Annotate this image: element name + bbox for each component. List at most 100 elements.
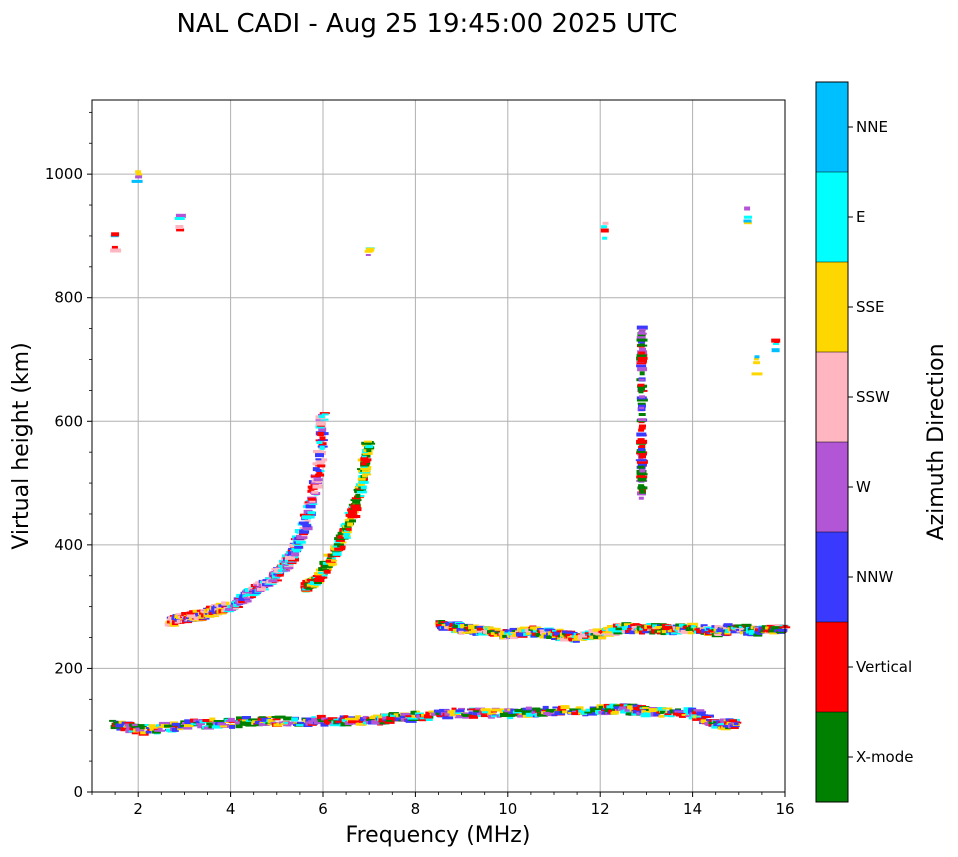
- echo-point: [177, 727, 184, 731]
- echo-point: [355, 722, 367, 726]
- echo-point: [326, 557, 332, 560]
- echo-point: [268, 579, 278, 583]
- echo-point: [430, 712, 438, 716]
- echo-point: [592, 628, 603, 633]
- colorbar-label-nnw: NNW: [856, 568, 893, 586]
- echo-point: [246, 593, 258, 597]
- echo-point: [316, 471, 323, 476]
- echo-point: [357, 477, 366, 481]
- echo-point: [318, 427, 327, 432]
- echo-point: [696, 717, 707, 721]
- echo-point: [360, 717, 369, 722]
- echo-point: [531, 632, 539, 636]
- echo-point: [274, 715, 286, 719]
- echo-point: [529, 712, 535, 716]
- echo-point: [508, 712, 518, 715]
- echo-point: [467, 624, 479, 627]
- echo-point: [135, 170, 142, 174]
- echo-point: [613, 632, 623, 635]
- colorbar-label-vertical: Vertical: [856, 658, 912, 676]
- echo-point: [305, 504, 316, 509]
- echo-point: [343, 715, 349, 720]
- echo-point: [229, 724, 236, 729]
- echo-point: [638, 390, 644, 394]
- echo-point: [300, 582, 307, 586]
- echo-point: [587, 712, 598, 716]
- echo-point: [638, 418, 647, 422]
- echo-point: [291, 717, 299, 722]
- echo-point: [571, 712, 581, 716]
- echo-point: [313, 478, 323, 482]
- echo-point: [209, 717, 216, 722]
- echo-point: [148, 724, 156, 729]
- echo-point: [567, 632, 578, 634]
- echo-point: [299, 529, 310, 534]
- echo-point: [521, 710, 533, 714]
- echo-point: [116, 728, 125, 731]
- echo-point: [569, 708, 577, 712]
- echo-point: [360, 465, 368, 468]
- echo-point: [613, 706, 624, 710]
- echo-point: [639, 424, 646, 428]
- echo-point: [688, 709, 695, 714]
- echo-point: [410, 710, 417, 715]
- x-tick-label: 2: [133, 800, 143, 818]
- echo-point: [261, 717, 272, 722]
- echo-point: [322, 561, 329, 565]
- echo-point: [366, 449, 372, 453]
- echo-point: [631, 712, 637, 716]
- echo-point: [507, 715, 514, 720]
- echo-point: [469, 714, 478, 719]
- y-tick-label: 1000: [45, 165, 83, 183]
- echo-point: [641, 710, 649, 714]
- echo-point: [315, 453, 324, 458]
- echo-point: [739, 628, 746, 632]
- echo-point: [638, 426, 646, 430]
- echo-point: [164, 724, 174, 728]
- echo-point: [348, 509, 357, 514]
- echo-point: [472, 632, 479, 636]
- echo-point: [357, 495, 365, 497]
- echo-point: [320, 418, 329, 421]
- echo-point: [236, 716, 247, 721]
- echo-point: [267, 718, 275, 723]
- colorbar-segment: [816, 442, 848, 532]
- echo-point: [175, 225, 184, 229]
- echo-point: [439, 627, 450, 631]
- echo-point: [552, 706, 559, 709]
- echo-point: [615, 627, 625, 631]
- echo-point: [771, 348, 780, 353]
- echo-point: [309, 499, 316, 503]
- echo-point: [319, 412, 330, 415]
- echo-point: [440, 621, 448, 624]
- echo-point: [296, 724, 308, 727]
- colorbar-label-nne: NNE: [856, 118, 888, 136]
- echo-point: [557, 707, 567, 711]
- echo-point: [131, 732, 138, 735]
- echo-point: [337, 535, 349, 539]
- echo-point: [627, 705, 638, 710]
- echo-point: [316, 576, 328, 579]
- echo-point: [674, 710, 686, 713]
- echo-point: [519, 631, 529, 635]
- echo-point: [243, 597, 254, 599]
- echo-point: [415, 712, 424, 716]
- echo-point: [172, 725, 181, 730]
- echo-point: [407, 717, 419, 720]
- echo-point: [632, 709, 643, 714]
- echo-point: [436, 714, 445, 717]
- echo-point: [320, 722, 329, 727]
- echo-point: [494, 631, 503, 634]
- echo-point: [384, 720, 395, 724]
- echo-point: [284, 563, 294, 567]
- echo-point: [636, 398, 648, 402]
- echo-point: [318, 442, 327, 446]
- echo-point: [630, 624, 642, 627]
- echo-point: [362, 715, 369, 719]
- echo-point: [319, 436, 326, 441]
- echo-point: [323, 719, 332, 724]
- echo-point: [284, 716, 292, 719]
- echo-point: [636, 432, 647, 437]
- echo-point: [639, 454, 646, 459]
- echo-point: [638, 335, 645, 339]
